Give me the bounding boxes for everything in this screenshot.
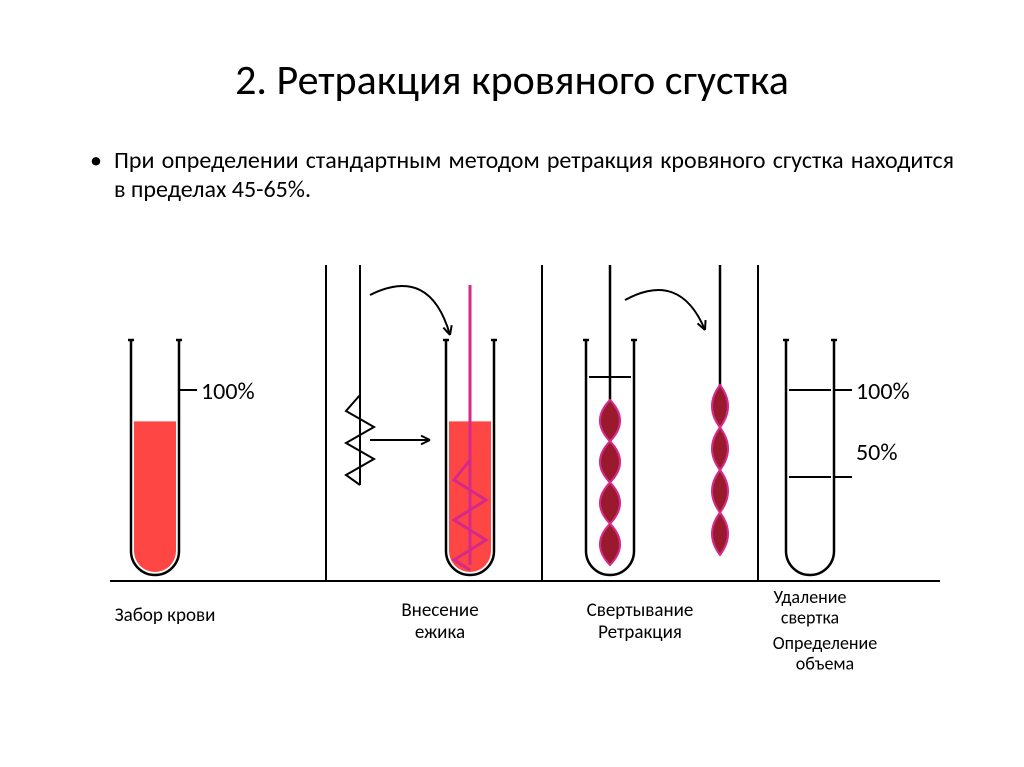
- svg-text:100%: 100%: [856, 377, 910, 406]
- svg-text:Свертывание: Свертывание: [587, 599, 694, 622]
- svg-text:50%: 50%: [856, 438, 897, 467]
- svg-text:объема: объема: [796, 653, 854, 675]
- svg-text:ежика: ежика: [415, 621, 465, 644]
- svg-text:Забор крови: Забор крови: [115, 604, 216, 627]
- svg-text:Внесение: Внесение: [401, 599, 478, 622]
- svg-text:100%: 100%: [201, 377, 255, 406]
- diagram-svg: 100% 100% 50% Забор крови Внесениеежика Сверт…: [110, 265, 940, 675]
- slide-title: 2. Ретракция кровяного сгустка: [0, 0, 1024, 106]
- description-text: При определении стандартным методом ретр…: [114, 146, 954, 204]
- svg-text:свертка: свертка: [781, 607, 839, 629]
- svg-text:сыворотки: сыворотки: [784, 673, 866, 675]
- description-block: • При определении стандартным методом ре…: [0, 106, 1024, 204]
- svg-text:Ретракция: Ретракция: [598, 621, 682, 644]
- diagram: 100% 100% 50% Забор крови Внесениеежика Сверт…: [110, 265, 940, 675]
- svg-text:Удаление: Удаление: [774, 586, 847, 608]
- svg-text:Определение: Определение: [773, 632, 877, 654]
- bullet-icon: •: [90, 146, 114, 204]
